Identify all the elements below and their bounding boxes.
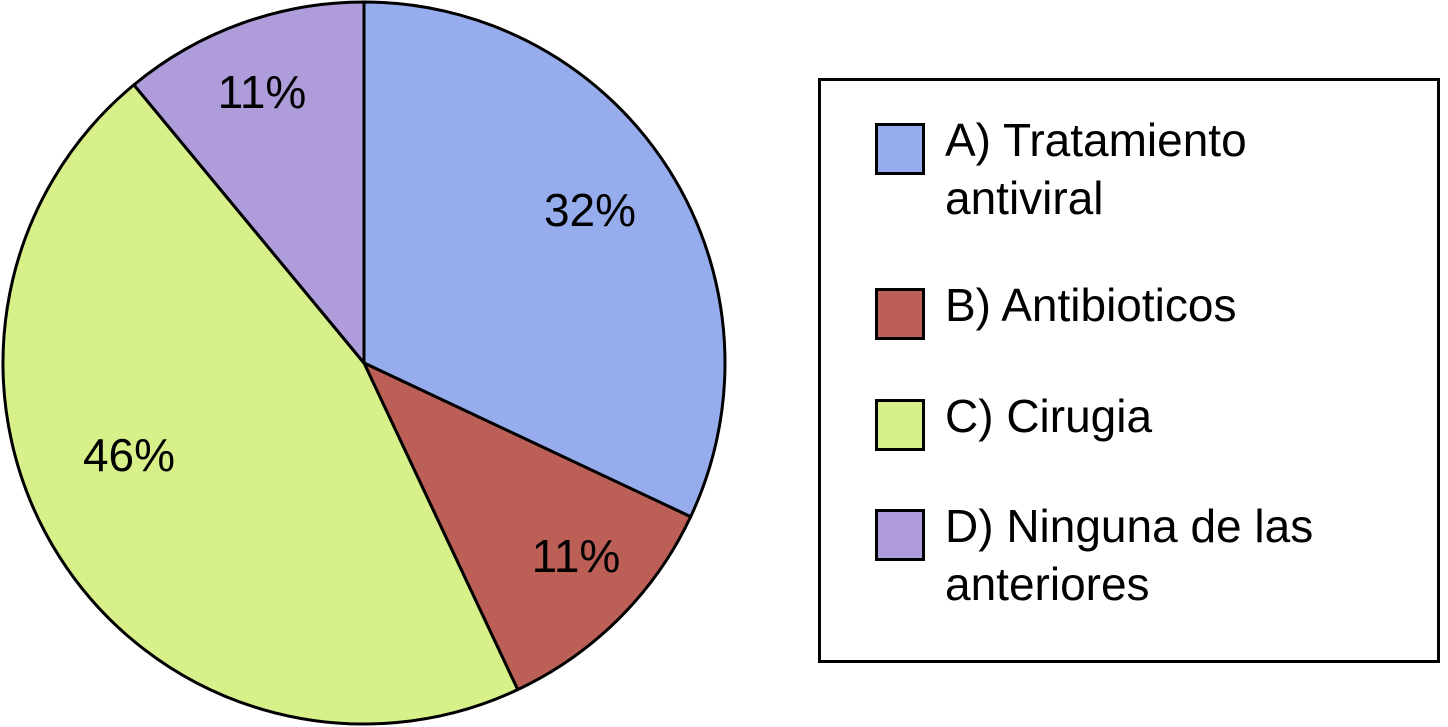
slice-label-a: 32% <box>544 184 636 236</box>
legend-swatch-c <box>875 399 925 451</box>
legend-swatch-a <box>875 123 925 175</box>
legend: A) Tratamiento antiviral B) Antibioticos… <box>818 78 1440 663</box>
pie-chart: 32% 11% 46% 11% <box>1 0 727 726</box>
slice-label-c: 46% <box>83 429 175 481</box>
slice-label-d: 11% <box>218 66 307 118</box>
pie-slice-b <box>362 361 693 692</box>
legend-label-d: D) Ninguna de las anteriores <box>945 500 1314 610</box>
pie-labels: 32% 11% 46% 11% <box>83 66 636 582</box>
legend-swatch-b <box>875 288 925 340</box>
legend-item-c: C) Cirugia <box>875 390 1405 451</box>
pie-slice-d <box>132 0 366 365</box>
pie-slice-a <box>362 0 727 519</box>
legend-swatch-d <box>875 509 925 561</box>
pie-slice-c <box>1 83 520 726</box>
legend-label-a: A) Tratamiento antiviral <box>945 114 1247 224</box>
legend-label-c: C) Cirugia <box>945 390 1153 442</box>
legend-item-d: D) Ninguna de las anteriores <box>875 500 1405 613</box>
legend-item-a: A) Tratamiento antiviral <box>875 114 1405 227</box>
slice-label-b: 11% <box>532 530 621 582</box>
pie-slices <box>1 0 727 726</box>
legend-item-b: B) Antibioticos <box>875 279 1405 340</box>
legend-label-b: B) Antibioticos <box>945 279 1237 331</box>
